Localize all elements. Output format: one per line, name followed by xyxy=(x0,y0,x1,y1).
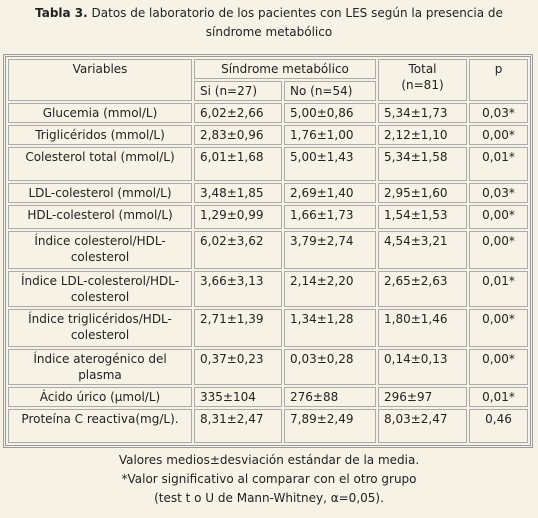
table-cell: 2,71±1,39 xyxy=(194,309,282,347)
table-cell: 5,00±1,43 xyxy=(284,147,376,181)
footnotes: Valores medios±desviación estándar de la… xyxy=(0,451,538,508)
table-cell: 1,76±1,00 xyxy=(284,125,376,145)
table-row: Ácido úrico (µmol/L) 335±104 276±88 296±97 0… xyxy=(8,387,528,407)
header-cell: No (n=54) xyxy=(284,81,376,101)
table-cell: 0,01* xyxy=(469,147,528,181)
table-cell: 7,89±2,49 xyxy=(284,409,376,443)
table-cell: 2,14±2,20 xyxy=(284,271,376,307)
footnote-line: (test t o U de Mann-Whitney, α=0,05). xyxy=(154,491,384,505)
table-cell: 2,95±1,60 xyxy=(378,183,467,203)
table-cell: 1,29±0,99 xyxy=(194,205,282,229)
page: Tabla 3. Datos de laboratorio de los pac… xyxy=(0,4,538,518)
table-cell: 335±104 xyxy=(194,387,282,407)
table-cell: LDL-colesterol (mmol/L) xyxy=(8,183,192,203)
table-cell: 8,31±2,47 xyxy=(194,409,282,443)
table-cell: 5,00±0,86 xyxy=(284,103,376,123)
table-cell: 2,69±1,40 xyxy=(284,183,376,203)
table-row: Proteína C reactiva(mg/L). 8,31±2,47 7,89±… xyxy=(8,409,528,443)
table-row: Triglicéridos (mmol/L) 2,83±0,96 1,76±1,00… xyxy=(8,125,528,145)
table-row: Colesterol total (mmol/L) 6,01±1,68 5,00±1… xyxy=(8,147,528,181)
table-cell: Índice triglicéridos/HDL-colesterol xyxy=(8,309,192,347)
table-cell: 0,03* xyxy=(469,183,528,203)
table-cell: Colesterol total (mmol/L) xyxy=(8,147,192,181)
table-cell: 1,54±1,53 xyxy=(378,205,467,229)
footnote-line: *Valor significativo al comparar con el … xyxy=(121,472,417,486)
table-cell: 3,79±2,74 xyxy=(284,231,376,269)
table-cell: 0,37±0,23 xyxy=(194,349,282,385)
table-cell: 5,34±1,73 xyxy=(378,103,467,123)
table-cell: HDL-colesterol (mmol/L) xyxy=(8,205,192,229)
table-cell: 2,65±2,63 xyxy=(378,271,467,307)
table-cell: 3,48±1,85 xyxy=(194,183,282,203)
table-row: Índice LDL-colesterol/HDL-colesterol 3,66… xyxy=(8,271,528,307)
table-cell: 0,14±0,13 xyxy=(378,349,467,385)
table-cell: 0,46 xyxy=(469,409,528,443)
table-cell: Índice LDL-colesterol/HDL-colesterol xyxy=(8,271,192,307)
footnote-line: Valores medios±desviación estándar de la… xyxy=(118,453,420,467)
table-cell: Ácido úrico (µmol/L) xyxy=(8,387,192,407)
header-cell: Total (n=81) xyxy=(378,59,467,101)
table-cell: 296±97 xyxy=(378,387,467,407)
table-cell: 6,02±3,62 xyxy=(194,231,282,269)
table-cell: 0,01* xyxy=(469,387,528,407)
caption-label: Tabla 3. xyxy=(35,6,88,20)
header-row: Variables Síndrome metabólico Total (n=8… xyxy=(8,59,528,101)
caption: Tabla 3. Datos de laboratorio de los pac… xyxy=(9,4,529,52)
header-cell: Si (n=27) xyxy=(194,81,282,101)
table-cell: Triglicéridos (mmol/L) xyxy=(8,125,192,145)
table-cell: 2,12±1,10 xyxy=(378,125,467,145)
table-cell: Glucemia (mmol/L) xyxy=(8,103,192,123)
table-cell: 6,02±2,66 xyxy=(194,103,282,123)
header-cell: p xyxy=(469,59,528,101)
table-cell: 0,03* xyxy=(469,103,528,123)
table-row: Índice triglicéridos/HDL-colesterol 2,71±… xyxy=(8,309,528,347)
table-cell: 6,01±1,68 xyxy=(194,147,282,181)
table-cell: 5,34±1,58 xyxy=(378,147,467,181)
table-cell: 0,00* xyxy=(469,349,528,385)
header-row: Si (n=27) No (n=54) xyxy=(8,81,528,101)
table-cell: 0,03±0,28 xyxy=(284,349,376,385)
table-row: Glucemia (mmol/L) 6,02±2,66 5,00±0,86 5,34±… xyxy=(8,103,528,123)
table-row: LDL-colesterol (mmol/L) 3,48±1,85 2,69±1,4… xyxy=(8,183,528,203)
table-cell: 0,00* xyxy=(469,125,528,145)
table-cell: 1,80±1,46 xyxy=(378,309,467,347)
table-cell: Índice colesterol/HDL-colesterol xyxy=(8,231,192,269)
table-cell: 3,66±3,13 xyxy=(194,271,282,307)
table-cell: 0,00* xyxy=(469,231,528,269)
table-cell: 0,01* xyxy=(469,271,528,307)
data-table: Variables Síndrome metabólico Total (n=8… xyxy=(3,54,533,448)
table-cell: 0,00* xyxy=(469,205,528,229)
table-cell: Índice aterogénico del plasma xyxy=(8,349,192,385)
table-cell: 2,83±0,96 xyxy=(194,125,282,145)
table-cell: Proteína C reactiva(mg/L). xyxy=(8,409,192,443)
caption-text: Datos de laboratorio de los pacientes co… xyxy=(91,6,503,39)
header-cell: Síndrome metabólico xyxy=(194,59,376,79)
table-body: Variables Síndrome metabólico Total (n=8… xyxy=(8,59,528,443)
table-cell: 8,03±2,47 xyxy=(378,409,467,443)
table-row: Índice colesterol/HDL-colesterol 6,02±3,6… xyxy=(8,231,528,269)
header-cell: Variables xyxy=(8,59,192,101)
table-cell: 1,34±1,28 xyxy=(284,309,376,347)
table-cell: 4,54±3,21 xyxy=(378,231,467,269)
table-cell: 0,00* xyxy=(469,309,528,347)
table-row: HDL-colesterol (mmol/L) 1,29±0,99 1,66±1,7… xyxy=(8,205,528,229)
table-cell: 1,66±1,73 xyxy=(284,205,376,229)
table-cell: 276±88 xyxy=(284,387,376,407)
table-row: Índice aterogénico del plasma 0,37±0,23 0,… xyxy=(8,349,528,385)
